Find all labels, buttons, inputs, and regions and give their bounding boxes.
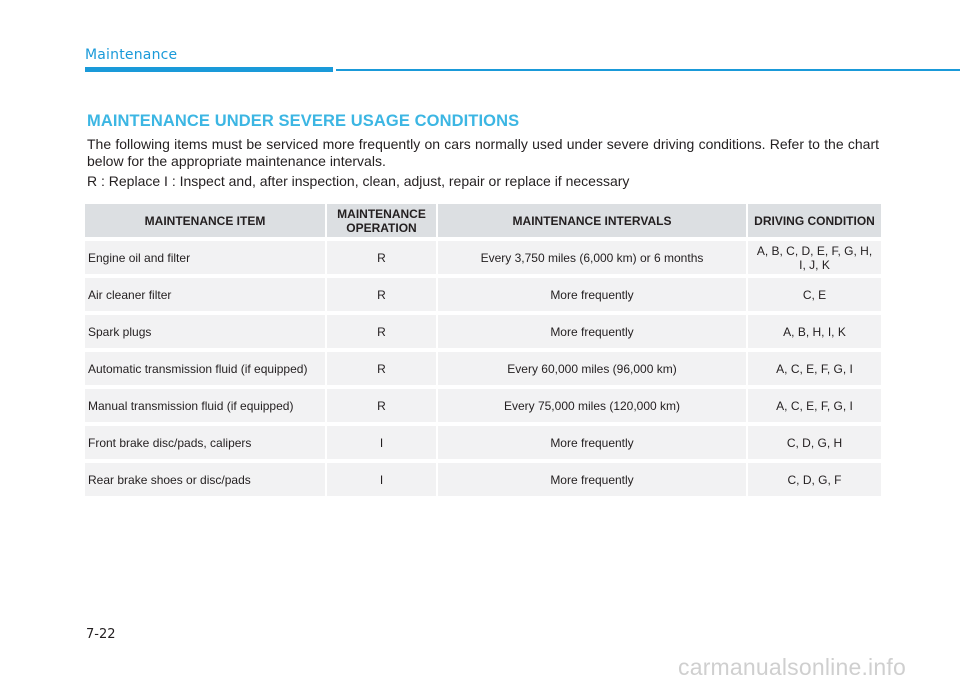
cell-condition: A, B, C, D, E, F, G, H, I, J, K: [746, 237, 881, 276]
cell-item: Rear brake shoes or disc/pads: [85, 459, 326, 496]
cell-condition: A, B, H, I, K: [746, 311, 881, 350]
cell-condition: C, E: [746, 274, 881, 313]
table-row: Air cleaner filter R More frequently C, …: [85, 274, 881, 313]
cell-operation: R: [325, 237, 437, 276]
cell-operation: R: [325, 274, 437, 313]
cell-interval: More frequently: [436, 459, 747, 496]
cell-operation: I: [325, 459, 437, 496]
cell-item: Spark plugs: [85, 311, 326, 350]
cell-interval: More frequently: [436, 311, 747, 350]
intro-paragraph: The following items must be serviced mor…: [87, 136, 879, 169]
maintenance-table: MAINTENANCE ITEM MAINTENANCE OPERATION M…: [85, 204, 881, 496]
cell-item: Front brake disc/pads, calipers: [85, 422, 326, 461]
cell-interval: More frequently: [436, 422, 747, 461]
cell-item: Manual transmission fluid (if equipped): [85, 385, 326, 424]
table-row: Front brake disc/pads, calipers I More f…: [85, 422, 881, 461]
table-row: Rear brake shoes or disc/pads I More fre…: [85, 459, 881, 496]
cell-operation: R: [325, 311, 437, 350]
table-row: Automatic transmission fluid (if equippe…: [85, 348, 881, 387]
watermark: carmanualsonline.info: [678, 654, 906, 680]
cell-condition: A, C, E, F, G, I: [746, 348, 881, 387]
legend-text: R : Replace I : Inspect and, after inspe…: [87, 173, 630, 189]
cell-operation: R: [325, 385, 437, 424]
table-row: Engine oil and filter R Every 3,750 mile…: [85, 237, 881, 276]
cell-interval: Every 75,000 miles (120,000 km): [436, 385, 747, 424]
table-row: Spark plugs R More frequently A, B, H, I…: [85, 311, 881, 350]
cell-item: Engine oil and filter: [85, 237, 326, 276]
page-number: 7-22: [86, 627, 116, 642]
section-title: Maintenance: [85, 47, 178, 63]
cell-item: Air cleaner filter: [85, 274, 326, 313]
cell-condition: C, D, G, F: [746, 459, 881, 496]
column-header-condition: DRIVING CONDITION: [746, 204, 881, 239]
cell-operation: R: [325, 348, 437, 387]
cell-operation: I: [325, 422, 437, 461]
header-rule-accent: [85, 67, 333, 72]
column-header-intervals: MAINTENANCE INTERVALS: [436, 204, 747, 239]
page-heading: MAINTENANCE UNDER SEVERE USAGE CONDITION…: [87, 112, 520, 130]
cell-interval: Every 3,750 miles (6,000 km) or 6 months: [436, 237, 747, 276]
header-rule: [336, 69, 960, 71]
cell-interval: Every 60,000 miles (96,000 km): [436, 348, 747, 387]
column-header-operation: MAINTENANCE OPERATION: [325, 204, 437, 239]
cell-condition: A, C, E, F, G, I: [746, 385, 881, 424]
cell-condition: C, D, G, H: [746, 422, 881, 461]
table-header-row: MAINTENANCE ITEM MAINTENANCE OPERATION M…: [85, 204, 881, 239]
cell-interval: More frequently: [436, 274, 747, 313]
cell-item: Automatic transmission fluid (if equippe…: [85, 348, 326, 387]
table-row: Manual transmission fluid (if equipped) …: [85, 385, 881, 424]
column-header-item: MAINTENANCE ITEM: [85, 204, 326, 239]
